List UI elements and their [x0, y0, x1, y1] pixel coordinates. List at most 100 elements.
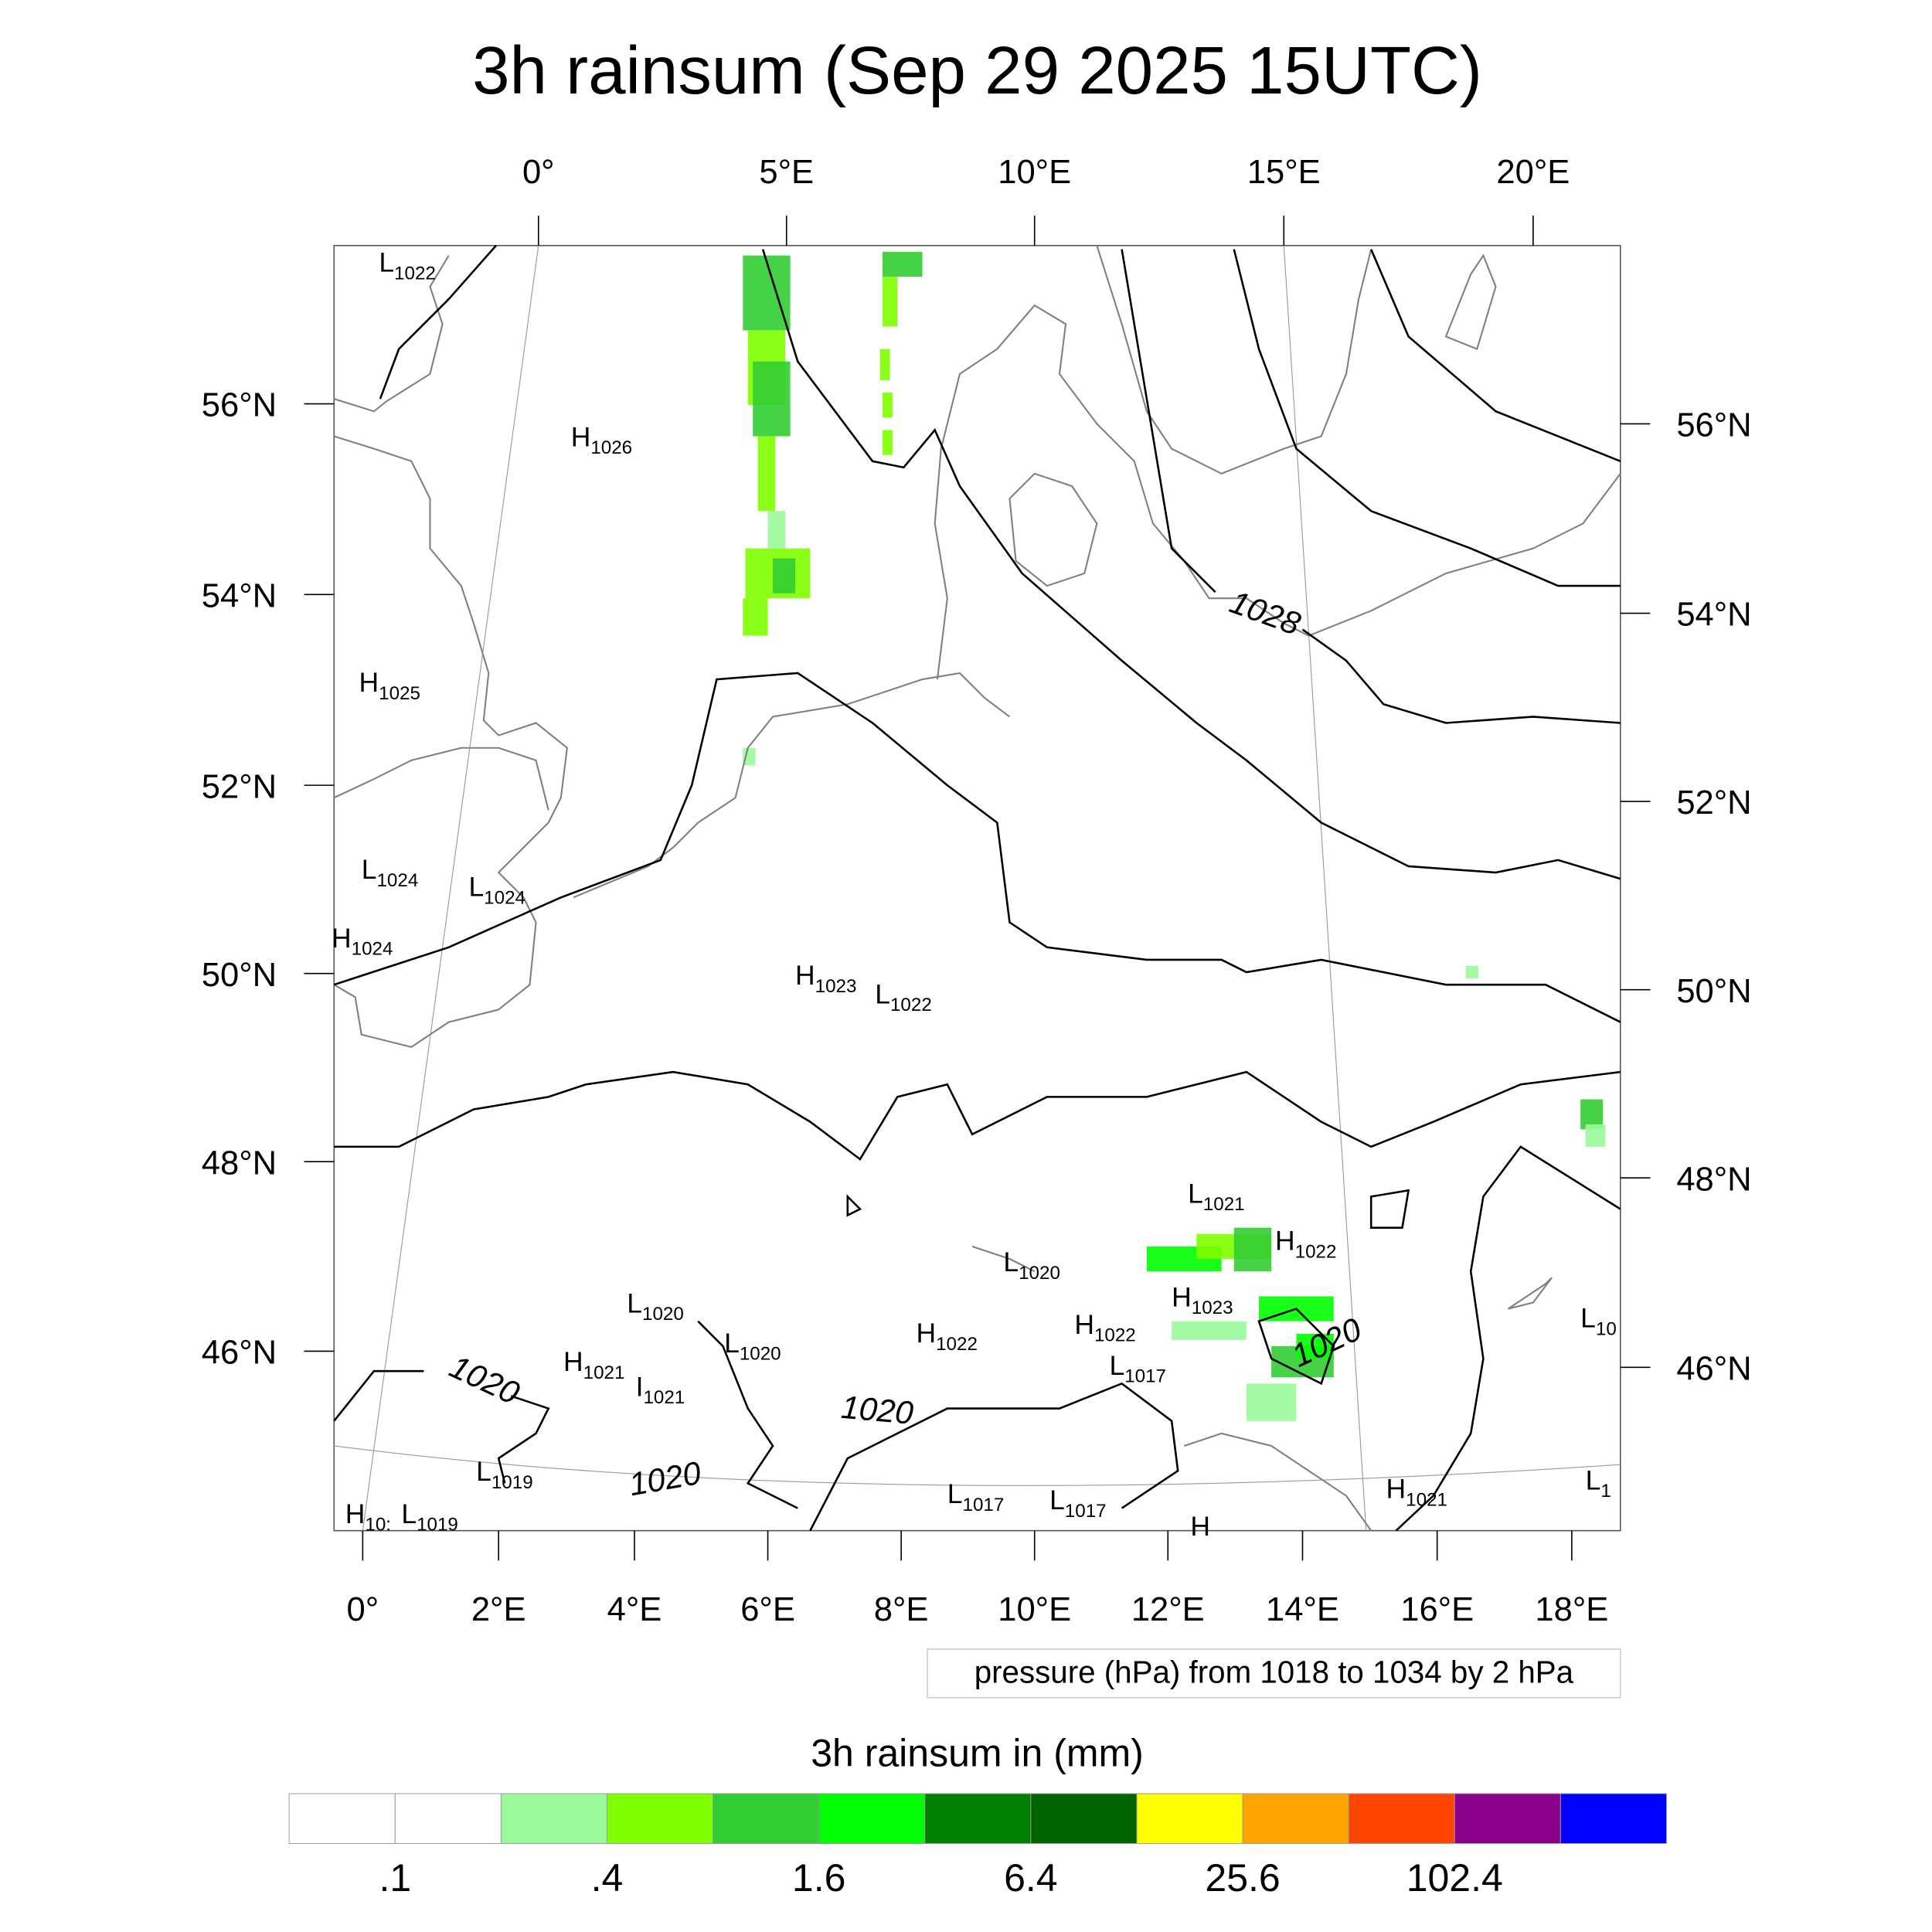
pressure-center-type: H — [345, 1498, 366, 1529]
precipitation-field — [743, 251, 1606, 1421]
pressure-center-label: H1025 — [359, 667, 420, 704]
pressure-center-type: L — [468, 872, 484, 903]
pressure-center-value: 1021 — [1406, 1489, 1447, 1510]
contour-label: 1020 — [840, 1389, 915, 1431]
pressure-center-label: I1021 — [636, 1371, 685, 1408]
pressure-center-label: L1020 — [627, 1287, 684, 1325]
rain-cell — [743, 598, 768, 636]
pressure-center-value: 1024 — [376, 870, 418, 891]
pressure-center-type: H — [795, 960, 815, 991]
bottom-lon-label: 6°E — [740, 1591, 795, 1628]
colorbar-swatch — [924, 1793, 1032, 1844]
bottom-lon-label: 0° — [347, 1591, 379, 1628]
pressure-center-value: 1023 — [815, 976, 857, 997]
pressure-center-type: L — [401, 1498, 417, 1529]
bottom-lon-label: 4°E — [607, 1591, 662, 1628]
pressure-center-label: L1017 — [1109, 1350, 1166, 1387]
contour-info-box — [927, 1648, 1621, 1699]
colorbar-swatch — [1242, 1793, 1349, 1844]
left-lat-label: 48°N — [202, 1145, 277, 1182]
colorbar-label: 1.6 — [792, 1856, 846, 1900]
rain-cell — [882, 430, 893, 455]
colorbar-swatch — [288, 1793, 396, 1844]
right-lat-label: 56°N — [1676, 407, 1751, 444]
pressure-center-type: L — [379, 247, 394, 278]
colorbar-title: 3h rainsum in (mm) — [811, 1731, 1144, 1774]
pressure-center-type: L — [476, 1456, 492, 1487]
pressure-center-type: L — [1586, 1464, 1601, 1495]
rain-cell — [882, 251, 923, 277]
pressure-center-label: H1021 — [563, 1346, 624, 1383]
chart-title: 3h rainsum (Sep 29 2025 15UTC) — [472, 33, 1482, 108]
pressure-center-value: 1021 — [1203, 1194, 1245, 1215]
pressure-center-label: H1023 — [1172, 1281, 1233, 1318]
coastlines — [333, 245, 1621, 1532]
rain-cell — [1233, 1227, 1272, 1272]
colorbar-swatch — [1136, 1793, 1243, 1844]
rain-cell — [767, 511, 786, 549]
pressure-center-type: H — [1190, 1511, 1210, 1542]
right-lat-label: 54°N — [1676, 597, 1751, 634]
bottom-lon-label: 10°E — [998, 1591, 1071, 1628]
pressure-center-value: 1020 — [642, 1304, 684, 1325]
pressure-center-value: 1017 — [963, 1495, 1005, 1515]
rain-cell — [773, 558, 796, 594]
pressure-center-label: H1022 — [1275, 1226, 1336, 1263]
pressure-center-label: L1020 — [724, 1328, 781, 1365]
pressure-center-label: H — [1190, 1511, 1210, 1542]
pressure-center-value: 1022 — [394, 263, 436, 284]
pressure-center-label: L1017 — [947, 1478, 1005, 1515]
rain-cell — [743, 255, 791, 331]
rain-cell — [753, 361, 791, 437]
right-lat-label: 52°N — [1676, 784, 1751, 821]
pressure-center-value: 1022 — [1094, 1325, 1136, 1345]
pressure-center-label: H1023 — [795, 960, 856, 997]
rain-cell — [1246, 1383, 1297, 1421]
colorbar-swatch — [713, 1793, 820, 1844]
colorbar-swatch — [1348, 1793, 1455, 1844]
pressure-center-label: H10: — [345, 1498, 391, 1536]
top-lon-label: 5°E — [759, 154, 814, 191]
left-lat-label: 56°N — [202, 387, 277, 424]
rain-cell — [1465, 966, 1478, 979]
pressure-center-type: L — [1580, 1303, 1596, 1334]
colorbar: .1 .4 1.6 6.4 25.6 102.4 — [288, 1793, 1667, 1900]
colorbar-label: .4 — [591, 1856, 624, 1900]
pressure-center-label: L1024 — [468, 872, 526, 909]
colorbar-label: 102.4 — [1406, 1856, 1503, 1900]
colorbar-swatch — [818, 1793, 926, 1844]
pressure-center-label: L1 — [1586, 1464, 1611, 1502]
pressure-center-value: 1019 — [492, 1472, 533, 1493]
pressure-center-value: 1017 — [1065, 1501, 1107, 1522]
pressure-center-type: H — [571, 421, 591, 452]
pressure-center-value: 1019 — [417, 1515, 458, 1536]
pressure-center-type: L — [875, 978, 890, 1009]
colorbar-swatch — [1560, 1793, 1667, 1844]
pressure-center-type: H — [563, 1346, 583, 1377]
top-lon-label: 15°E — [1247, 154, 1321, 191]
pressure-center-type: L — [947, 1478, 963, 1509]
colorbar-swatch — [500, 1793, 607, 1844]
pressure-center-type: H — [916, 1318, 936, 1349]
pressure-center-value: 1021 — [583, 1362, 625, 1383]
pressure-center-label: L1021 — [1188, 1178, 1245, 1215]
rain-cell — [1580, 1099, 1604, 1130]
left-lat-label: 50°N — [202, 957, 277, 994]
pressure-center-value: 1020 — [740, 1344, 781, 1365]
pressure-center-label: L1020 — [1003, 1247, 1060, 1284]
pressure-center-value: 1025 — [379, 683, 420, 704]
pressure-center-value: 1020 — [1019, 1263, 1060, 1284]
pressure-center-label: H1022 — [1074, 1309, 1135, 1346]
pressure-center-type: H — [1172, 1281, 1192, 1312]
rain-cell — [882, 393, 893, 418]
contour-info-text: pressure (hPa) from 1018 to 1034 by 2 hP… — [975, 1654, 1574, 1689]
top-lon-label: 10°E — [998, 154, 1071, 191]
colorbar-swatch — [607, 1793, 714, 1844]
pressure-center-value: 1021 — [643, 1387, 685, 1408]
pressure-center-value: 1023 — [1192, 1298, 1233, 1318]
pressure-center-label: L1022 — [875, 978, 932, 1015]
pressure-center-type: L — [1109, 1350, 1124, 1381]
colorbar-swatch — [394, 1793, 502, 1844]
pressure-center-type: H — [359, 667, 379, 698]
